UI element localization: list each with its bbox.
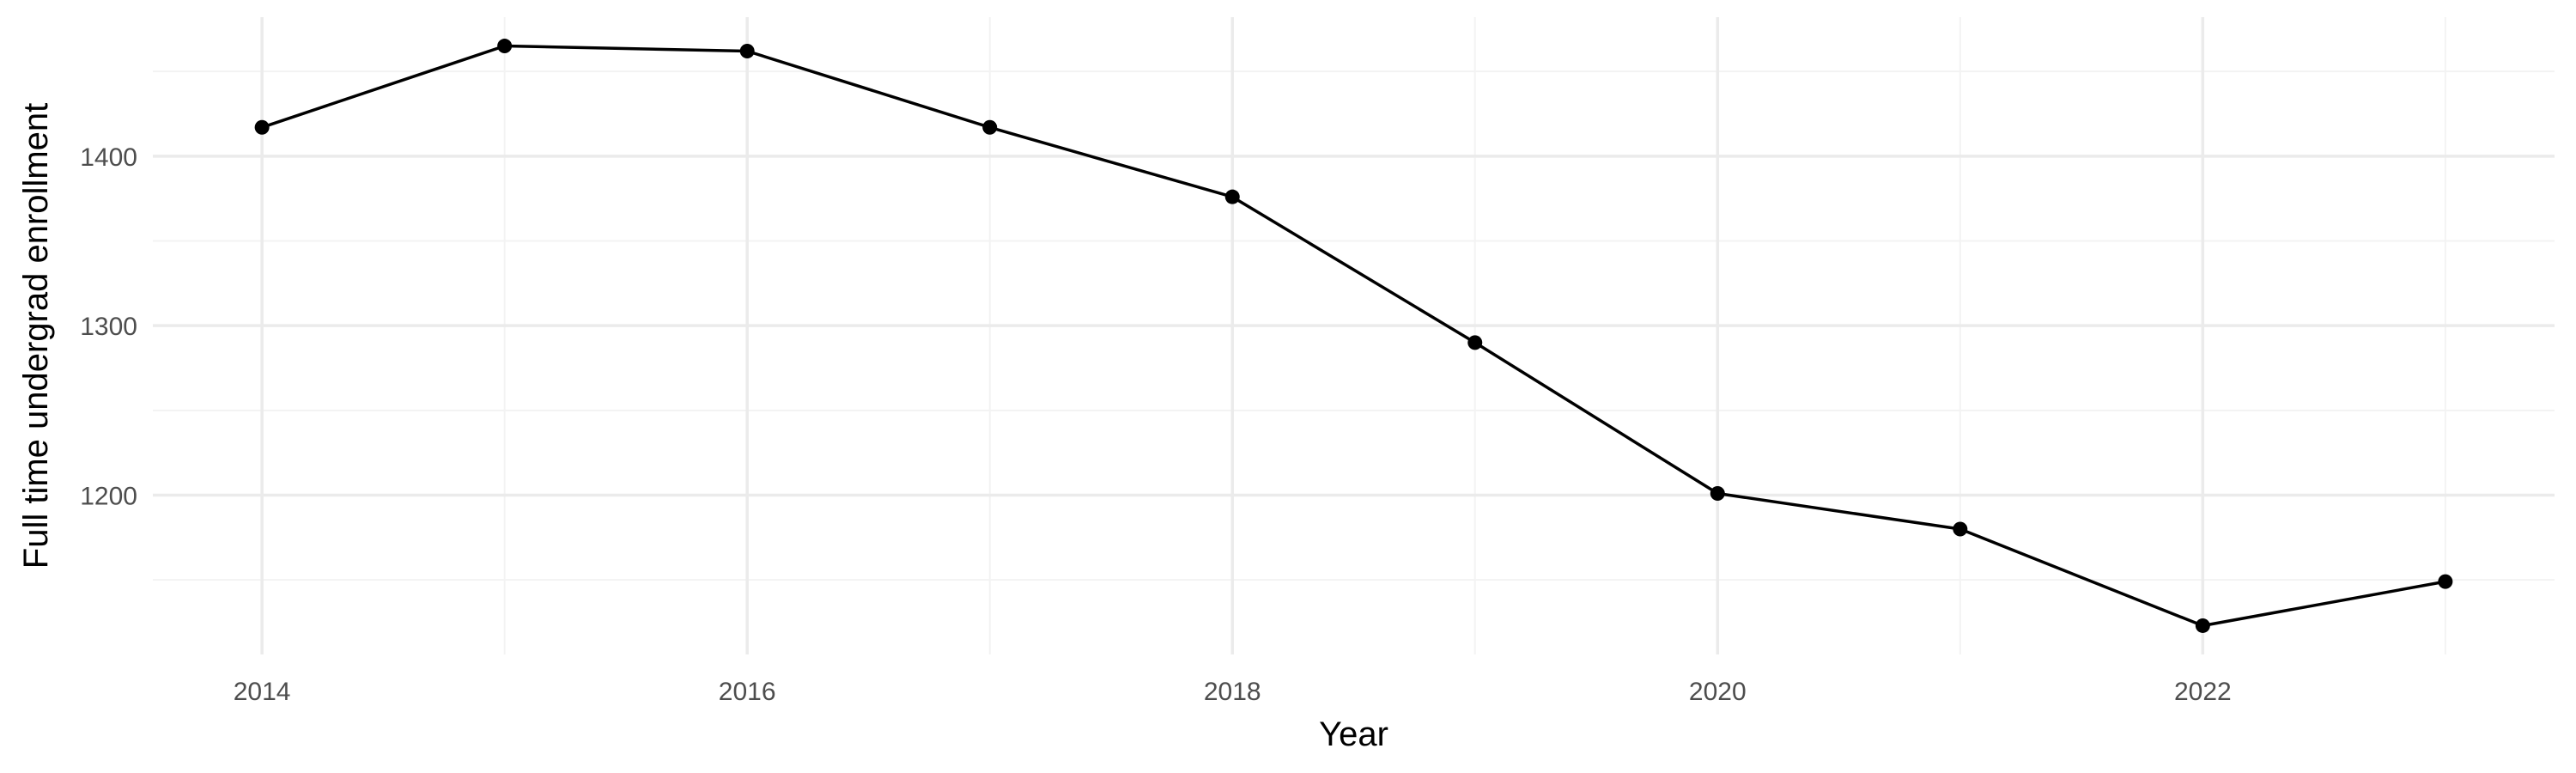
series-layer <box>254 39 2453 633</box>
minor-gridlines <box>153 17 2555 654</box>
data-point-2015 <box>497 39 513 54</box>
x-tick-labels: 2014 2016 2018 2020 2022 <box>234 678 2232 706</box>
data-point-2022 <box>2195 618 2210 633</box>
y-tick-label: 1300 <box>80 313 137 341</box>
y-axis-title: Full time undergrad enrollment <box>17 103 55 569</box>
data-point-2019 <box>1467 335 1483 350</box>
x-tick-label: 2014 <box>234 678 291 706</box>
major-gridlines <box>153 17 2555 654</box>
data-point-2018 <box>1224 189 1240 204</box>
data-point-2014 <box>254 119 270 135</box>
x-tick-label: 2022 <box>2174 678 2232 706</box>
data-point-2023 <box>2438 574 2453 589</box>
y-tick-labels: 1200 1300 1400 <box>80 143 137 511</box>
data-point-2016 <box>739 43 755 58</box>
data-point-2020 <box>1710 486 1725 502</box>
x-tick-label: 2016 <box>719 678 776 706</box>
data-point-2017 <box>982 119 998 135</box>
series-line <box>261 44 2446 628</box>
x-tick-label: 2018 <box>1204 678 1261 706</box>
y-tick-label: 1400 <box>80 143 137 172</box>
x-axis-title: Year <box>1319 715 1388 753</box>
y-tick-label: 1200 <box>80 483 137 511</box>
data-point-2021 <box>1953 521 1968 537</box>
x-tick-label: 2020 <box>1689 678 1747 706</box>
